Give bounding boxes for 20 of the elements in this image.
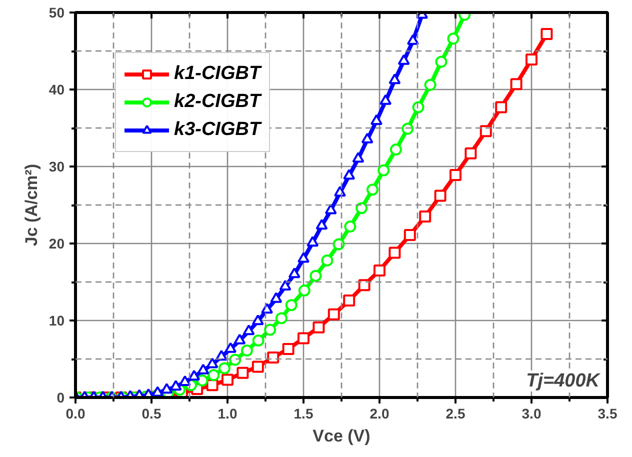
legend-label: k3-CIGBT <box>174 118 261 142</box>
y-tick-label: 0 <box>56 390 65 406</box>
x-tick-label: 0.0 <box>66 406 86 422</box>
x-tick-label: 3.5 <box>598 406 618 422</box>
x-tick-label: 2.5 <box>446 406 466 422</box>
y-tick-label: 20 <box>48 236 65 252</box>
y-tick-label: 50 <box>48 4 65 20</box>
legend-label: k2-CIGBT <box>174 90 261 114</box>
y-tick-label: 30 <box>48 158 65 174</box>
x-axis-title: Vce (V) <box>312 426 370 446</box>
y-tick-label: 40 <box>48 82 65 98</box>
x-tick-label: 1.0 <box>218 406 238 422</box>
legend-label: k1-CIGBT <box>174 62 261 86</box>
x-tick-label: 0.5 <box>142 406 162 422</box>
x-tick-label: 3.0 <box>522 406 542 422</box>
x-tick-label: 2.0 <box>370 406 390 422</box>
annotation: Tj=400K <box>526 370 601 392</box>
y-tick-label: 10 <box>48 312 65 328</box>
x-tick-label: 1.5 <box>294 406 314 422</box>
y-axis-title: Jc (A/cm²) <box>22 164 41 246</box>
